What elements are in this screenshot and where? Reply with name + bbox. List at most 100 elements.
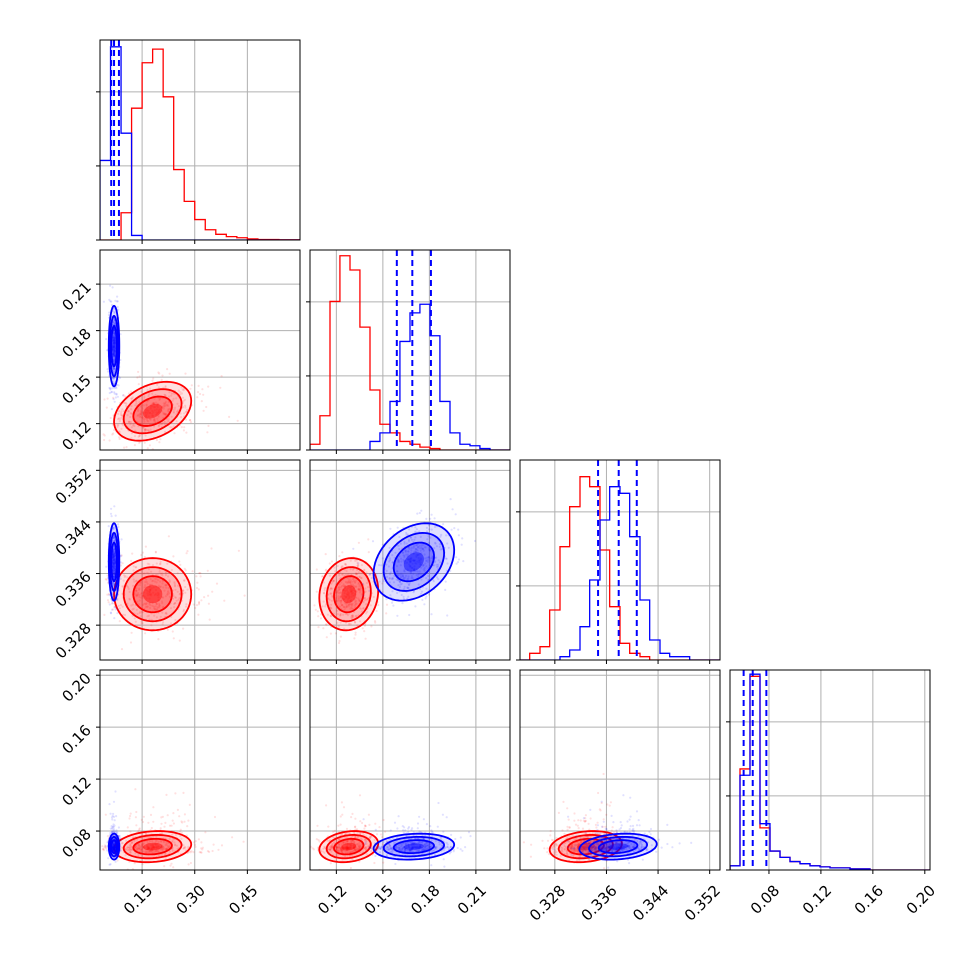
scatter-point-red — [136, 600, 139, 603]
y-tick-label: 0.08 — [58, 825, 94, 861]
scatter-point-red — [182, 844, 185, 847]
scatter-point-red — [546, 851, 549, 854]
scatter-point-blue — [445, 534, 448, 537]
scatter-point-red — [333, 566, 336, 569]
scatter-point-red — [164, 583, 167, 587]
scatter-point-red — [153, 418, 156, 421]
scatter-point-blue — [113, 572, 116, 575]
scatter-point-red — [166, 593, 169, 596]
scatter-point-red — [142, 591, 145, 594]
scatter-point-red — [134, 594, 138, 597]
scatter-point-blue — [112, 556, 115, 559]
contour-blue — [109, 314, 119, 378]
scatter-point-red — [341, 849, 344, 852]
scatter-point-blue — [391, 561, 394, 564]
scatter-point-red — [123, 576, 126, 579]
scatter-point-red — [337, 849, 340, 852]
scatter-point-blue — [113, 332, 116, 335]
scatter-point-blue — [112, 336, 115, 339]
scatter-point-blue — [415, 573, 418, 577]
scatter-point-blue — [111, 387, 114, 390]
scatter-point-red — [145, 851, 148, 854]
scatter-point-blue — [113, 848, 116, 851]
scatter-point-blue — [113, 336, 116, 340]
scatter-point-red — [136, 847, 139, 850]
scatter-point-red — [117, 424, 120, 427]
scatter-point-red — [346, 590, 349, 594]
scatter-point-red — [130, 397, 133, 400]
scatter-point-red — [362, 601, 365, 604]
scatter-point-red — [139, 871, 141, 873]
scatter-point-red — [140, 409, 143, 412]
scatter-point-red — [348, 847, 351, 850]
scatter-point-red — [152, 414, 155, 418]
scatter-point-blue — [361, 582, 365, 586]
scatter-point-red — [374, 621, 377, 624]
scatter-point-blue — [370, 567, 373, 570]
scatter-point-red — [566, 807, 569, 810]
scatter-point-red — [601, 825, 604, 829]
scatter-point-red — [171, 848, 174, 851]
scatter-point-blue — [429, 557, 432, 560]
scatter-point-red — [161, 847, 165, 851]
scatter-point-red — [357, 588, 360, 591]
scatter-point-red — [159, 840, 162, 843]
scatter-point-red — [164, 414, 167, 417]
scatter-point-red — [341, 573, 344, 576]
scatter-point-blue — [410, 549, 413, 552]
scatter-point-red — [348, 846, 351, 849]
scatter-point-blue — [403, 849, 406, 853]
scatter-point-blue — [404, 843, 407, 846]
scatter-point-red — [138, 434, 141, 437]
scatter-point-red — [162, 386, 165, 389]
scatter-point-red — [146, 586, 149, 589]
x-tick-label: 0.15 — [361, 882, 397, 918]
scatter-point-red — [159, 422, 162, 426]
scatter-point-red — [351, 568, 355, 571]
scatter-point-blue — [398, 585, 402, 589]
scatter-point-red — [342, 583, 345, 586]
scatter-point-red — [330, 607, 333, 610]
scatter-point-red — [351, 617, 354, 620]
scatter-point-red — [353, 581, 357, 584]
scatter-point-red — [167, 408, 170, 411]
scatter-point-blue — [113, 845, 116, 848]
scatter-point-blue — [406, 533, 409, 536]
scatter-point-blue — [113, 346, 116, 350]
scatter-point-blue — [112, 377, 115, 380]
scatter-point-red — [163, 589, 166, 592]
scatter-point-red — [182, 389, 185, 392]
scatter-point-red — [343, 846, 346, 850]
scatter-point-red — [160, 845, 163, 849]
scatter-point-red — [339, 621, 342, 624]
scatter-point-blue — [427, 546, 430, 550]
scatter-point-red — [144, 415, 147, 418]
scatter-point-blue — [113, 819, 116, 822]
scatter-point-red — [184, 846, 187, 849]
scatter-point-red — [91, 602, 93, 604]
scatter-point-blue — [112, 354, 115, 358]
scatter-point-blue — [413, 545, 416, 548]
scatter-point-red — [155, 404, 158, 407]
scatter-point-red — [157, 371, 160, 374]
scatter-point-blue — [374, 854, 377, 858]
scatter-point-red — [347, 846, 350, 849]
scatter-point-red — [145, 418, 149, 421]
scatter-point-red — [346, 593, 349, 596]
scatter-point-red — [563, 848, 566, 851]
scatter-point-blue — [113, 355, 116, 358]
scatter-point-red — [339, 834, 342, 837]
scatter-point-red — [353, 637, 356, 640]
scatter-point-red — [134, 592, 137, 595]
scatter-point-blue — [417, 575, 420, 578]
scatter-point-red — [123, 613, 127, 617]
scatter-point-red — [143, 429, 146, 432]
scatter-point-blue — [414, 544, 418, 547]
scatter-point-red — [349, 590, 352, 593]
scatter-point-blue — [112, 846, 115, 849]
scatter-point-red — [152, 605, 156, 608]
scatter-point-blue — [119, 839, 122, 842]
scatter-point-red — [173, 582, 176, 585]
scatter-point-red — [351, 839, 354, 843]
